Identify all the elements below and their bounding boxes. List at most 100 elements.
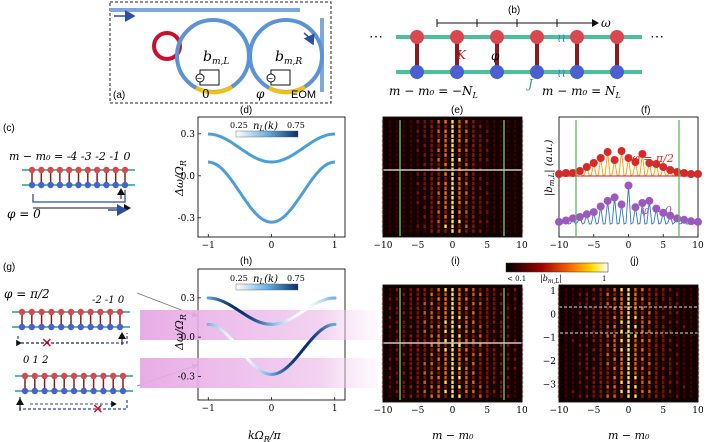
- heat-cell: [514, 182, 516, 186]
- break-mark-top: ≀≀: [557, 31, 566, 45]
- heat-cell: [451, 172, 453, 176]
- heat-cell: [403, 307, 405, 310]
- heat-cell: [669, 293, 671, 296]
- heat-cell: [403, 302, 405, 305]
- heat-cell: [690, 316, 692, 319]
- heat-cell: [479, 325, 481, 328]
- heat-cell: [600, 381, 602, 384]
- heat-cell: [396, 149, 398, 153]
- heat-cell: [690, 297, 692, 300]
- heat-cell: [662, 344, 664, 347]
- heat-cell: [683, 311, 685, 314]
- heat-cell: [593, 390, 595, 393]
- heat-cell: [507, 130, 509, 134]
- heat-cell: [472, 163, 474, 167]
- heat-cell: [396, 357, 398, 360]
- heat-cell: [465, 385, 467, 388]
- heat-cell: [403, 390, 405, 393]
- panel-j: (j) −10 −5 0 5 1010−1−2−3 m − m₀: [543, 256, 704, 442]
- heat-cell: [424, 187, 426, 191]
- heat-cell: [437, 177, 439, 181]
- heat-cell: [396, 390, 398, 393]
- heat-cell: [579, 385, 581, 388]
- heat-cell: [500, 344, 502, 347]
- heat-cell: [606, 367, 608, 370]
- heat-cell: [465, 225, 467, 229]
- heat-cell: [465, 394, 467, 397]
- heat-cell: [586, 394, 588, 397]
- heat-cell: [606, 390, 608, 393]
- heat-cell: [396, 353, 398, 356]
- heat-cell: [613, 344, 615, 347]
- heat-cell: [641, 316, 643, 319]
- x-tick-label: −5: [411, 241, 425, 251]
- heat-cell: [500, 348, 502, 351]
- heat-cell: [458, 215, 460, 219]
- heat-cell: [606, 325, 608, 328]
- heat-cell: [458, 339, 460, 342]
- heat-cell: [389, 149, 391, 153]
- left-boundary-label: m − m₀ = −NL: [389, 84, 478, 100]
- heat-cell: [424, 320, 426, 323]
- heat-cell: [410, 206, 412, 210]
- heat-cell: [479, 311, 481, 314]
- x-tick-label: 1: [332, 241, 338, 251]
- loop-path-g-top: [18, 333, 127, 343]
- heat-cell: [507, 134, 509, 138]
- heat-cell: [579, 381, 581, 384]
- heat-cell: [389, 229, 391, 233]
- heat-cell: [410, 307, 412, 310]
- heat-cell: [486, 288, 488, 291]
- heat-cell: [613, 316, 615, 319]
- heat-cell: [486, 196, 488, 200]
- heat-cell: [655, 293, 657, 296]
- heat-cell: [430, 367, 432, 370]
- heat-cell: [465, 182, 467, 186]
- heat-cell: [396, 120, 398, 124]
- heat-cell: [417, 191, 419, 195]
- panel-i: (i) −10 −5 0 5 10 m − m₀: [374, 256, 528, 442]
- heat-cell: [662, 302, 664, 305]
- heat-cell: [493, 191, 495, 195]
- heat-cell: [514, 134, 516, 138]
- heat-cell: [389, 144, 391, 148]
- heat-cell: [586, 390, 588, 393]
- heat-cell: [465, 220, 467, 224]
- heat-cell: [669, 367, 671, 370]
- heat-cell: [396, 163, 398, 167]
- heat-cell: [458, 182, 460, 186]
- heat-cell: [403, 172, 405, 176]
- heat-cell: [641, 367, 643, 370]
- heat-cell: [655, 367, 657, 370]
- heat-cell: [424, 316, 426, 319]
- heat-cell: [465, 130, 467, 134]
- heat-cell: [472, 394, 474, 397]
- site-node-red: [450, 30, 464, 44]
- heat-cell: [389, 316, 391, 319]
- heat-cell: [500, 325, 502, 328]
- heat-cell: [593, 344, 595, 347]
- heat-cell: [417, 334, 419, 337]
- heat-cell: [479, 125, 481, 129]
- y-tick-label: 0.3: [181, 130, 196, 140]
- heat-cell: [655, 348, 657, 351]
- heat-cell: [514, 201, 516, 205]
- heat-cell: [493, 293, 495, 296]
- cb-max-h: 0.75: [287, 274, 305, 283]
- heat-cell: [396, 288, 398, 291]
- heat-cell: [648, 376, 650, 379]
- heat-cell: [648, 362, 650, 365]
- site-node-blue: [570, 65, 584, 79]
- heat-cell: [472, 311, 474, 314]
- heat-cell: [430, 385, 432, 388]
- heat-cell: [472, 330, 474, 333]
- heat-cell: [417, 353, 419, 356]
- heat-cell: [465, 344, 467, 347]
- heat-cell: [444, 182, 446, 186]
- site-red: [85, 167, 91, 173]
- heat-cell: [620, 390, 622, 393]
- heat-cell: [389, 158, 391, 162]
- heat-cell: [417, 187, 419, 191]
- heat-cell: [410, 390, 412, 393]
- heat-cell: [593, 348, 595, 351]
